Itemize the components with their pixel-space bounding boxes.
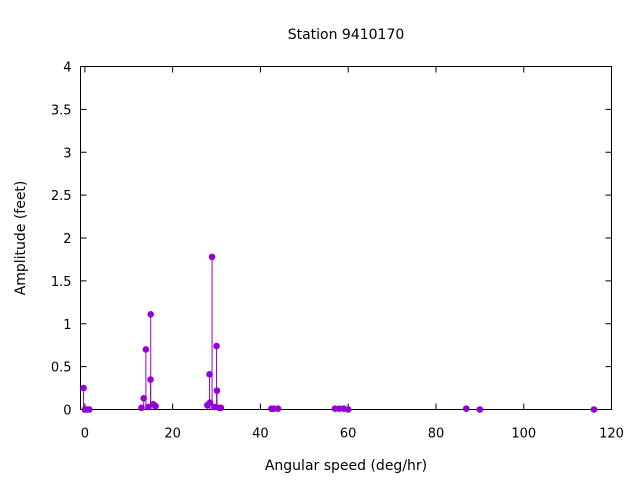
x-tick-label: 80 [428,427,445,442]
y-tick-label: 1.5 [51,275,72,290]
x-axis: 0 20 40 60 80 100 120 [81,66,624,442]
y-tick-label: 0.5 [51,361,72,376]
y-tick-label: 1 [63,318,71,333]
data-point [147,376,154,383]
x-axis-title: Angular speed (deg/hr) [265,458,427,474]
x-tick-label: 60 [340,427,357,442]
data-point [217,404,225,412]
y-tick-label: 3 [63,146,71,161]
data-point [590,406,598,413]
data-point [80,384,87,392]
data-point [213,387,221,394]
data-point [462,405,470,412]
data-point [138,404,145,412]
data-point [208,253,216,261]
y-tick-label: 4 [63,61,71,76]
data-point [85,406,93,413]
data-point [140,395,147,402]
data-point [142,346,150,353]
data-point [213,342,220,350]
y-axis: 0 0.5 1 1.5 2 2.5 3 3.5 4 [51,61,612,419]
x-tick-label: 20 [164,427,181,442]
data-point [147,311,155,318]
y-tick-label: 2 [63,232,71,247]
data-point [145,403,152,411]
y-tick-label: 0 [63,404,71,419]
data-point [274,405,282,412]
x-tick-label: 100 [511,427,536,442]
plot-frame [80,66,612,410]
data-point [344,406,352,413]
chart-title: Station 9410170 [288,27,405,43]
series-amplitudes [80,253,598,413]
data-point [206,399,214,406]
y-axis-title: Amplitude (feet) [13,181,29,296]
x-tick-label: 120 [599,427,624,442]
data-point [476,406,484,413]
y-tick-label: 2.5 [51,189,72,204]
data-point [206,371,213,378]
x-tick-label: 0 [81,427,89,442]
data-point [152,402,159,410]
x-tick-label: 40 [252,427,269,442]
y-tick-label: 3.5 [51,103,72,118]
